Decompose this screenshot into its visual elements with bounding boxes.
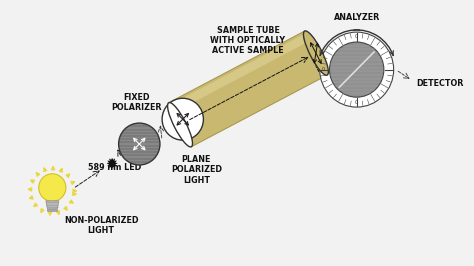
Text: PLANE
POLARIZED
LIGHT: PLANE POLARIZED LIGHT [171,155,222,185]
Text: 589 nm LED: 589 nm LED [88,163,141,172]
Polygon shape [46,201,59,209]
Text: ANALYZER: ANALYZER [334,13,380,22]
Polygon shape [169,31,327,147]
Circle shape [320,32,393,107]
Ellipse shape [168,103,192,147]
Ellipse shape [303,31,328,75]
Circle shape [39,174,66,201]
Text: FIXED
POLARIZER: FIXED POLARIZER [111,93,162,112]
Text: 0: 0 [355,100,358,105]
Text: SAMPLE TUBE
WITH OPTICALLY
ACTIVE SAMPLE: SAMPLE TUBE WITH OPTICALLY ACTIVE SAMPLE [210,26,285,55]
Polygon shape [170,33,310,113]
Text: NON-POLARIZED
LIGHT: NON-POLARIZED LIGHT [64,216,138,235]
Polygon shape [47,209,57,211]
Text: DETECTOR: DETECTOR [417,79,464,88]
Text: 0: 0 [321,67,325,72]
Circle shape [162,98,203,140]
Circle shape [329,42,384,97]
Text: 0: 0 [355,34,358,39]
Circle shape [118,123,160,165]
